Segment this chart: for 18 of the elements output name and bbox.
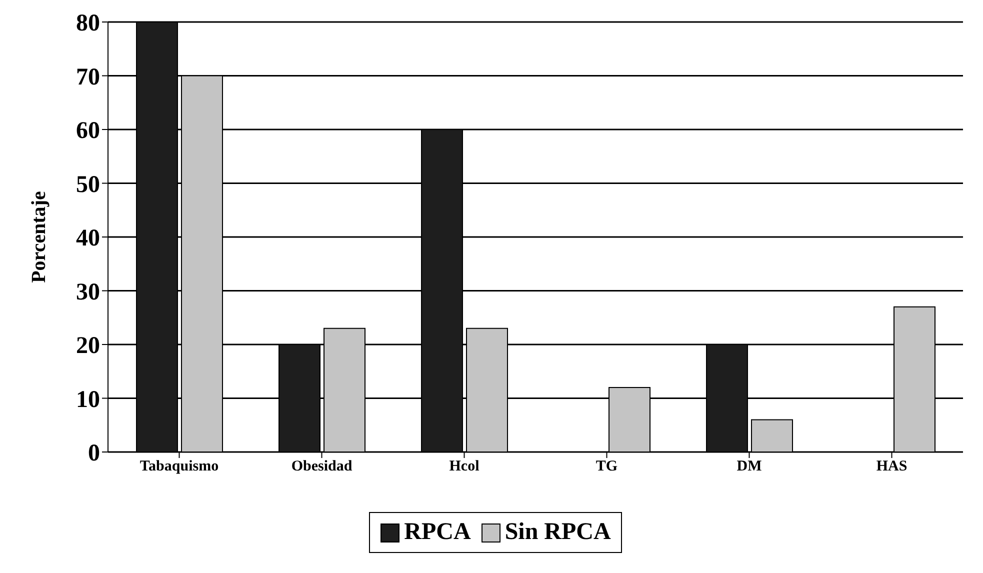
- y-tick-label: 80: [76, 10, 100, 37]
- x-tick-label: Hcol: [449, 458, 480, 475]
- y-tick-label: 40: [76, 226, 100, 252]
- legend-label: RPCA: [403, 519, 471, 546]
- y-tick-label: 0: [88, 440, 100, 467]
- x-tick-label: TG: [596, 458, 618, 475]
- y-tick-label: 10: [76, 386, 100, 413]
- y-tick-label: 70: [76, 64, 100, 90]
- x-tick-label: DM: [736, 458, 762, 475]
- y-tick-label: 50: [76, 172, 100, 198]
- x-tick-label: Obesidad: [291, 458, 353, 475]
- y-tick-label: 30: [76, 279, 100, 306]
- y-tick-label: 20: [76, 333, 100, 360]
- legend-label: Sin RPCA: [504, 519, 611, 546]
- y-tick-label: 60: [76, 118, 100, 144]
- x-tick-label: HAS: [876, 458, 908, 475]
- x-tick-label: Tabaquismo: [140, 458, 219, 475]
- y-axis-title: Porcentaje: [28, 190, 50, 283]
